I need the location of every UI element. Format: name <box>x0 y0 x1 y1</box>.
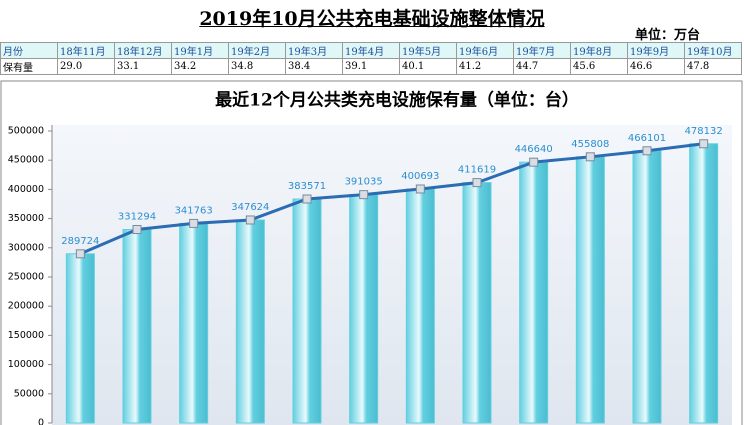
table-cell: 19年10月 <box>684 42 742 59</box>
line-marker <box>245 215 255 225</box>
table-cell: 34.8 <box>228 58 286 75</box>
line-marker <box>642 146 652 156</box>
unit-label: 单位：万台 <box>635 28 701 43</box>
data-label: 400693 <box>401 171 439 182</box>
data-label: 289724 <box>61 236 99 247</box>
data-label: 347624 <box>231 202 269 213</box>
line-marker <box>529 157 539 167</box>
data-label: 331294 <box>118 212 156 223</box>
bar <box>519 161 549 424</box>
table-cell: 19年1月 <box>171 42 229 59</box>
bar <box>575 156 605 424</box>
line-marker <box>699 139 709 149</box>
y-tick-label: 50000 <box>14 388 44 399</box>
y-tick-label: 300000 <box>8 242 44 253</box>
line-marker <box>472 178 482 188</box>
data-label: 446640 <box>515 144 553 155</box>
y-tick-label: 450000 <box>8 155 44 166</box>
bar <box>689 143 719 424</box>
table-row: 月份 18年11月 18年12月 19年1月 19年2月 19年3月 19年4月 19年5月 1… <box>0 42 742 59</box>
line-marker <box>302 194 312 204</box>
y-tick-label: 100000 <box>8 359 44 370</box>
line-marker <box>415 184 425 194</box>
table-cell: 18年12月 <box>114 42 172 59</box>
table-cell: 19年4月 <box>342 42 400 59</box>
line <box>79 142 704 256</box>
table-cell: 38.4 <box>285 58 343 75</box>
line-marker <box>132 225 142 235</box>
y-tick-label: 0 <box>38 418 44 425</box>
table-cell: 月份 <box>0 42 58 59</box>
page-title: 2019年10月公共充电基础设施整体情况 <box>199 8 545 30</box>
bar <box>405 188 435 424</box>
bar <box>349 194 379 424</box>
bar <box>65 253 95 424</box>
table-cell: 47.8 <box>684 58 742 75</box>
y-tick-label: 200000 <box>8 301 44 312</box>
bar <box>462 182 492 424</box>
table-cell: 19年9月 <box>627 42 685 59</box>
table-row: 保有量 29.0 33.1 34.2 34.8 38.4 39.1 40.1 41.2 44.7 4… <box>0 58 742 75</box>
y-tick-label: 400000 <box>8 184 44 195</box>
data-label: 383571 <box>288 181 326 192</box>
line-marker <box>75 249 85 259</box>
line-marker <box>585 152 595 162</box>
bar <box>122 229 152 424</box>
chart-title: 最近12个月公共类充电设施保有量（单位：台） <box>215 90 579 111</box>
bar <box>179 222 209 424</box>
data-label: 455808 <box>571 139 609 150</box>
bar <box>292 198 322 424</box>
table-cell: 19年2月 <box>228 42 286 59</box>
line-marker <box>189 218 199 228</box>
line-marker <box>359 190 369 200</box>
bar <box>235 219 265 424</box>
table-cell: 19年8月 <box>570 42 628 59</box>
data-table: 月份 18年11月 18年12月 19年1月 19年2月 19年3月 19年4月 19年5月 1… <box>0 42 742 75</box>
table-cell: 34.2 <box>171 58 229 75</box>
y-tick-label: 350000 <box>8 213 44 224</box>
y-tick-label: 250000 <box>8 272 44 283</box>
data-label: 466101 <box>628 133 666 144</box>
table-cell: 46.6 <box>627 58 685 75</box>
data-label: 411619 <box>458 165 496 176</box>
data-label: 478132 <box>685 126 723 137</box>
y-tick-label: 150000 <box>8 330 44 341</box>
plot-area <box>52 125 732 425</box>
bar <box>632 150 662 424</box>
data-label: 391035 <box>345 177 383 188</box>
y-tick-label: 500000 <box>8 126 44 137</box>
data-label: 341763 <box>175 205 213 216</box>
table-cell: 18年11月 <box>57 42 115 59</box>
